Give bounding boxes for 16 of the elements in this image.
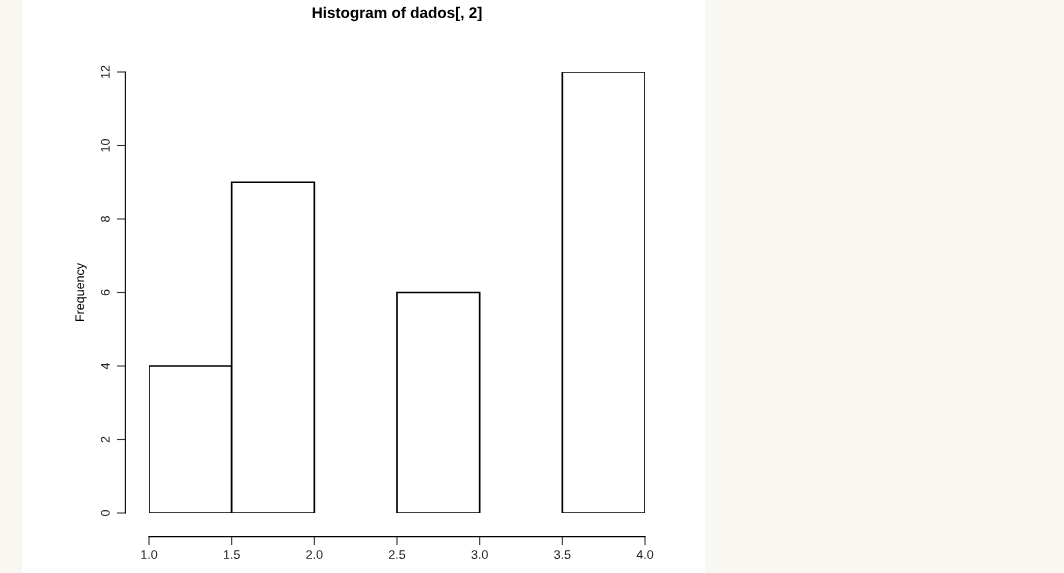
x-tick-label: 3.5: [554, 550, 571, 559]
y-tick-label: 6: [100, 289, 110, 296]
x-tick-label: 1.5: [223, 550, 240, 559]
chart-title: Histogram of dados[, 2]: [312, 6, 482, 22]
y-tick-label: 10: [100, 139, 110, 152]
x-tick-label: 2.0: [306, 550, 323, 559]
x-tick-label: 3.0: [471, 550, 488, 559]
y-tick-label: 4: [101, 362, 110, 370]
x-tick-label: 4.0: [636, 550, 654, 559]
y-tick-label: 12: [100, 65, 110, 78]
x-tick-label: 1.0: [141, 550, 158, 559]
y-tick-label: 2: [100, 436, 110, 443]
x-tick-label: 2.5: [388, 550, 406, 559]
y-tick-label: 8: [100, 216, 110, 222]
y-axis-title: Frequency: [75, 262, 87, 321]
y-tick-label: 0: [100, 510, 110, 516]
